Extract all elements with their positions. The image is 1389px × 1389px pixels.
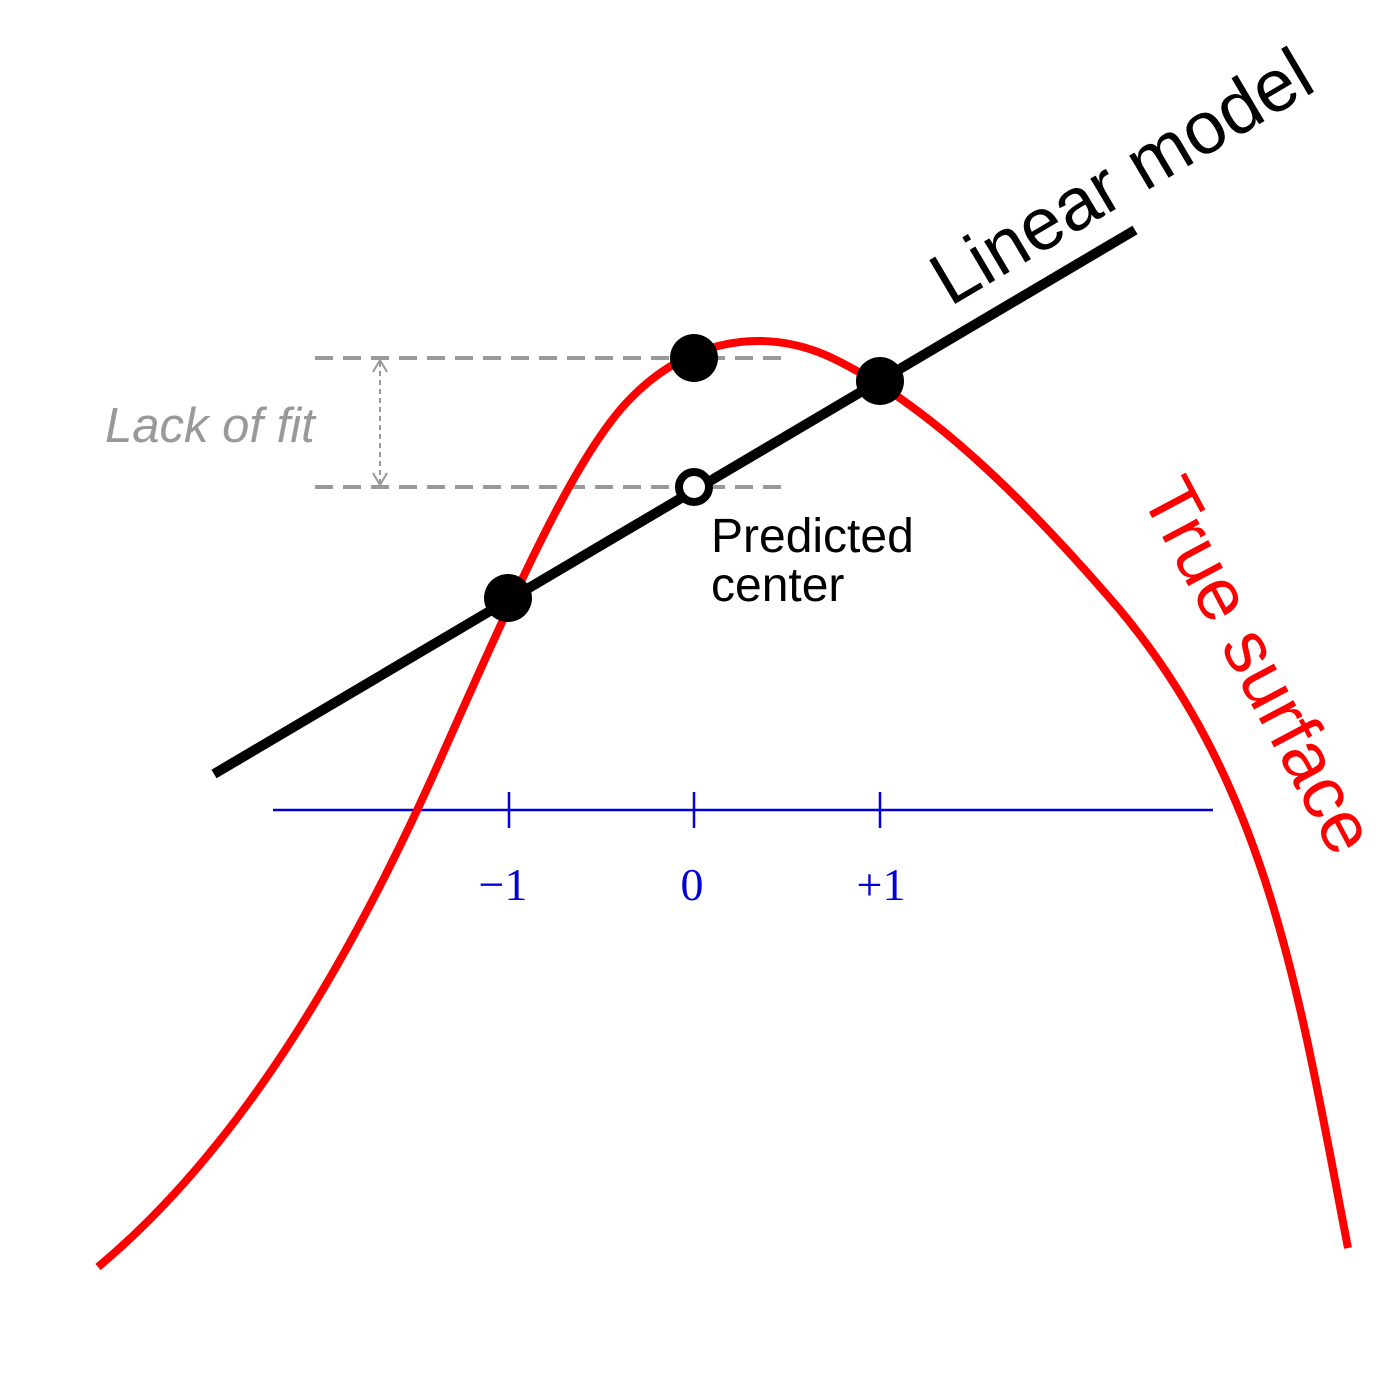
predicted-center-label-line2: center [711, 559, 844, 612]
lack-of-fit-guides [315, 356, 782, 489]
axis-tick-label-minus-1: −1 [479, 859, 528, 910]
true-surface-curve [95, 337, 1352, 1271]
design-point-minus-1 [484, 574, 532, 622]
lack-of-fit-arrow [372, 358, 388, 487]
center-point-observed [670, 334, 718, 382]
lack-of-fit-arrowhead-bottom [372, 472, 388, 487]
design-point-plus-1 [856, 357, 904, 405]
predicted-center-point [675, 468, 713, 506]
linear-model-label: Linear model [916, 32, 1326, 321]
axis-tick-label-plus-1: +1 [857, 859, 906, 910]
predicted-center-label-line1: Predicted [711, 510, 914, 563]
lack-of-fit-label: Lack of fit [105, 399, 317, 453]
lack-of-fit-arrowhead-top [372, 358, 388, 373]
axis-tick-label-0: 0 [681, 859, 704, 910]
x-axis [273, 792, 1213, 828]
linear-model-line [211, 225, 1138, 779]
